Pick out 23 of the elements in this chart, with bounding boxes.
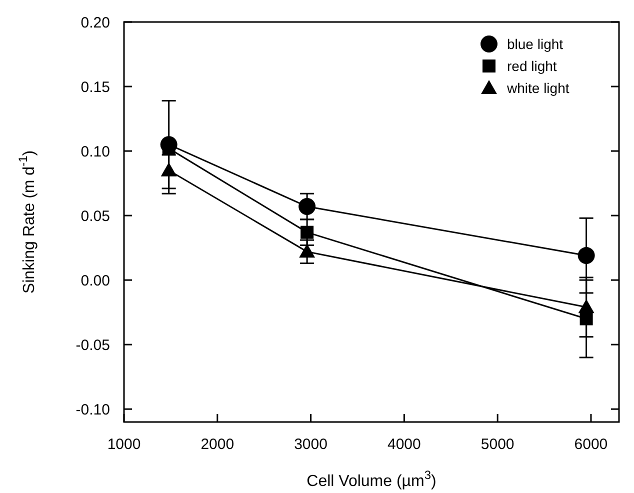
x-tick-label: 1000 (107, 436, 141, 453)
x-tick-label: 3000 (294, 436, 328, 453)
y-tick-label: 0.10 (80, 143, 110, 160)
legend-label: white light (506, 80, 570, 96)
y-tick-label: 0.15 (80, 78, 110, 96)
point (160, 162, 177, 176)
y-tick-label: 0.05 (80, 208, 110, 225)
x-tick-label: 4000 (388, 436, 421, 453)
legend-label: blue light (507, 36, 564, 52)
point (578, 247, 595, 264)
x-tick-label: 2000 (200, 436, 234, 453)
x-tick-label: 6000 (574, 436, 608, 453)
x-axis-title: Cell Volume (µm$^{3}$) (306, 468, 436, 490)
point (298, 198, 316, 216)
x-tick-label: 5000 (480, 436, 514, 453)
y-tick-label: -0.10 (76, 401, 110, 418)
point (299, 244, 316, 258)
y-tick-label: 0.20 (80, 14, 110, 32)
y-tick-label: -0.05 (76, 336, 110, 354)
point (578, 299, 594, 314)
point (300, 226, 314, 239)
legend-label: red light (507, 58, 557, 74)
y-tick-label: 0.00 (80, 272, 110, 290)
